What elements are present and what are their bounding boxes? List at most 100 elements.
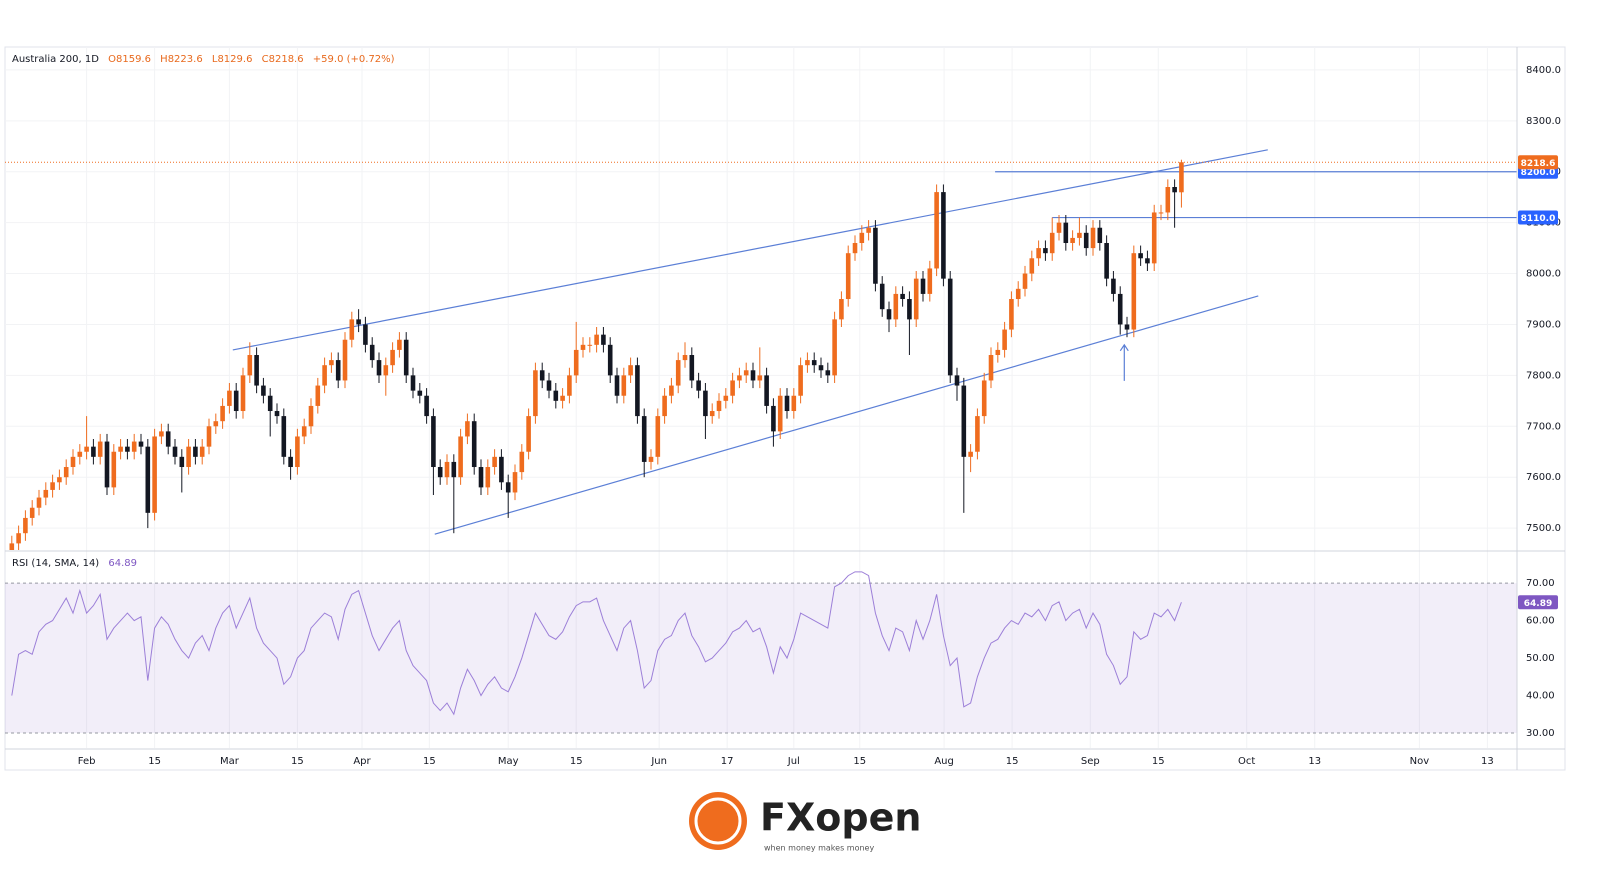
candle-body [709, 411, 715, 417]
candle-body [988, 355, 994, 381]
x-tick-label: 15 [291, 756, 304, 767]
rsi-legend: RSI (14, SMA, 14) 64.89 [12, 558, 143, 569]
x-tick-label: Jul [787, 756, 800, 767]
x-tick-label: May [498, 756, 519, 767]
candle-body [1022, 273, 1028, 289]
candle-body [444, 461, 450, 478]
candle-body [1117, 293, 1123, 325]
candle-body [981, 380, 987, 417]
candle-body [641, 416, 647, 462]
candle-body [499, 456, 504, 483]
candle-body [335, 360, 341, 381]
trend-line [232, 149, 1268, 351]
rsi-tick-label: 50.00 [1526, 653, 1555, 664]
candle-body [716, 400, 722, 412]
y-tick-label: 7900.0 [1526, 319, 1561, 330]
candle-body [777, 395, 783, 432]
candle-body [458, 436, 463, 478]
candle-body [1172, 187, 1177, 193]
candle-body [159, 431, 164, 437]
candle-body [703, 390, 708, 417]
candle-body [730, 380, 735, 396]
x-tick-label: 13 [1481, 756, 1494, 767]
candle-body [743, 370, 749, 376]
rsi-value: 64.89 [108, 558, 138, 569]
candle-body [818, 365, 824, 371]
low-label: L8129.6 [211, 54, 253, 65]
candle-body [301, 426, 307, 437]
candle-body [165, 431, 171, 447]
rsi-tick-label: 40.00 [1526, 691, 1555, 702]
candle-body [104, 441, 110, 488]
candle-body [295, 436, 300, 468]
candle-body [1077, 232, 1082, 238]
x-tick-label: Feb [78, 756, 96, 767]
candle-body [682, 355, 688, 361]
candle-body [873, 227, 878, 284]
y-tick-label: 7600.0 [1526, 472, 1561, 483]
logo-mark [689, 792, 747, 850]
candle-body [356, 319, 361, 325]
candle-body [186, 446, 191, 468]
logo-ring [694, 797, 742, 845]
candle-body [485, 467, 491, 488]
candle-body [771, 405, 776, 432]
candle-body [274, 411, 280, 417]
candle-body [111, 451, 117, 488]
candle-body [329, 360, 334, 366]
candle-body [288, 456, 293, 468]
candle-body [941, 192, 946, 279]
candle-body [927, 268, 933, 294]
candle-body [968, 451, 973, 457]
candle-body [580, 344, 586, 350]
candle-body [36, 497, 42, 508]
legend: Australia 200, 1D O8159.6 H8223.6 L8129.… [12, 54, 401, 65]
candle-body [9, 543, 15, 550]
candle-body [417, 390, 423, 396]
candle-body [57, 477, 62, 483]
candle-body [805, 360, 810, 366]
candle-body [131, 441, 137, 452]
candle-body [900, 293, 905, 300]
x-tick-label: 15 [853, 756, 866, 767]
y-tick-label: 7800.0 [1526, 370, 1561, 381]
candle-body [84, 446, 89, 452]
candle-body [281, 416, 287, 457]
candle-body [390, 349, 395, 366]
candle-body [764, 375, 769, 406]
candle-body [675, 360, 681, 386]
candle-body [29, 507, 35, 518]
candle-body [1029, 258, 1035, 274]
x-tick-label: 15 [423, 756, 436, 767]
candle-body [587, 344, 593, 346]
y-tick-label: 8300.0 [1526, 116, 1561, 127]
candle-body [1015, 288, 1021, 300]
candle-body [907, 299, 912, 320]
candle-body [1131, 253, 1137, 330]
price-panel [5, 149, 1517, 550]
candle-body [607, 344, 613, 376]
candle-body [947, 278, 953, 376]
last-price-label-box [1518, 155, 1558, 170]
candle-body [1070, 237, 1075, 244]
x-tick-label: Jun [650, 756, 667, 767]
candle-body [1179, 162, 1184, 193]
candle-body [410, 375, 416, 391]
candle-body [913, 278, 919, 320]
candle-body [1043, 248, 1048, 254]
candle-body [723, 395, 729, 401]
candle-body [539, 370, 545, 381]
last-price-label: 8218.6 [1521, 159, 1556, 169]
candle-body [689, 355, 695, 381]
level-label-box [1518, 210, 1558, 225]
candle-body [893, 293, 899, 320]
candle-body [648, 456, 654, 462]
rsi-tick-label: 60.00 [1526, 616, 1555, 627]
candle-body [424, 395, 429, 417]
candle-body [505, 482, 511, 493]
candle-body [1036, 248, 1041, 259]
candle-body [791, 395, 797, 412]
candle-body [737, 375, 742, 381]
candle-body [859, 232, 865, 244]
